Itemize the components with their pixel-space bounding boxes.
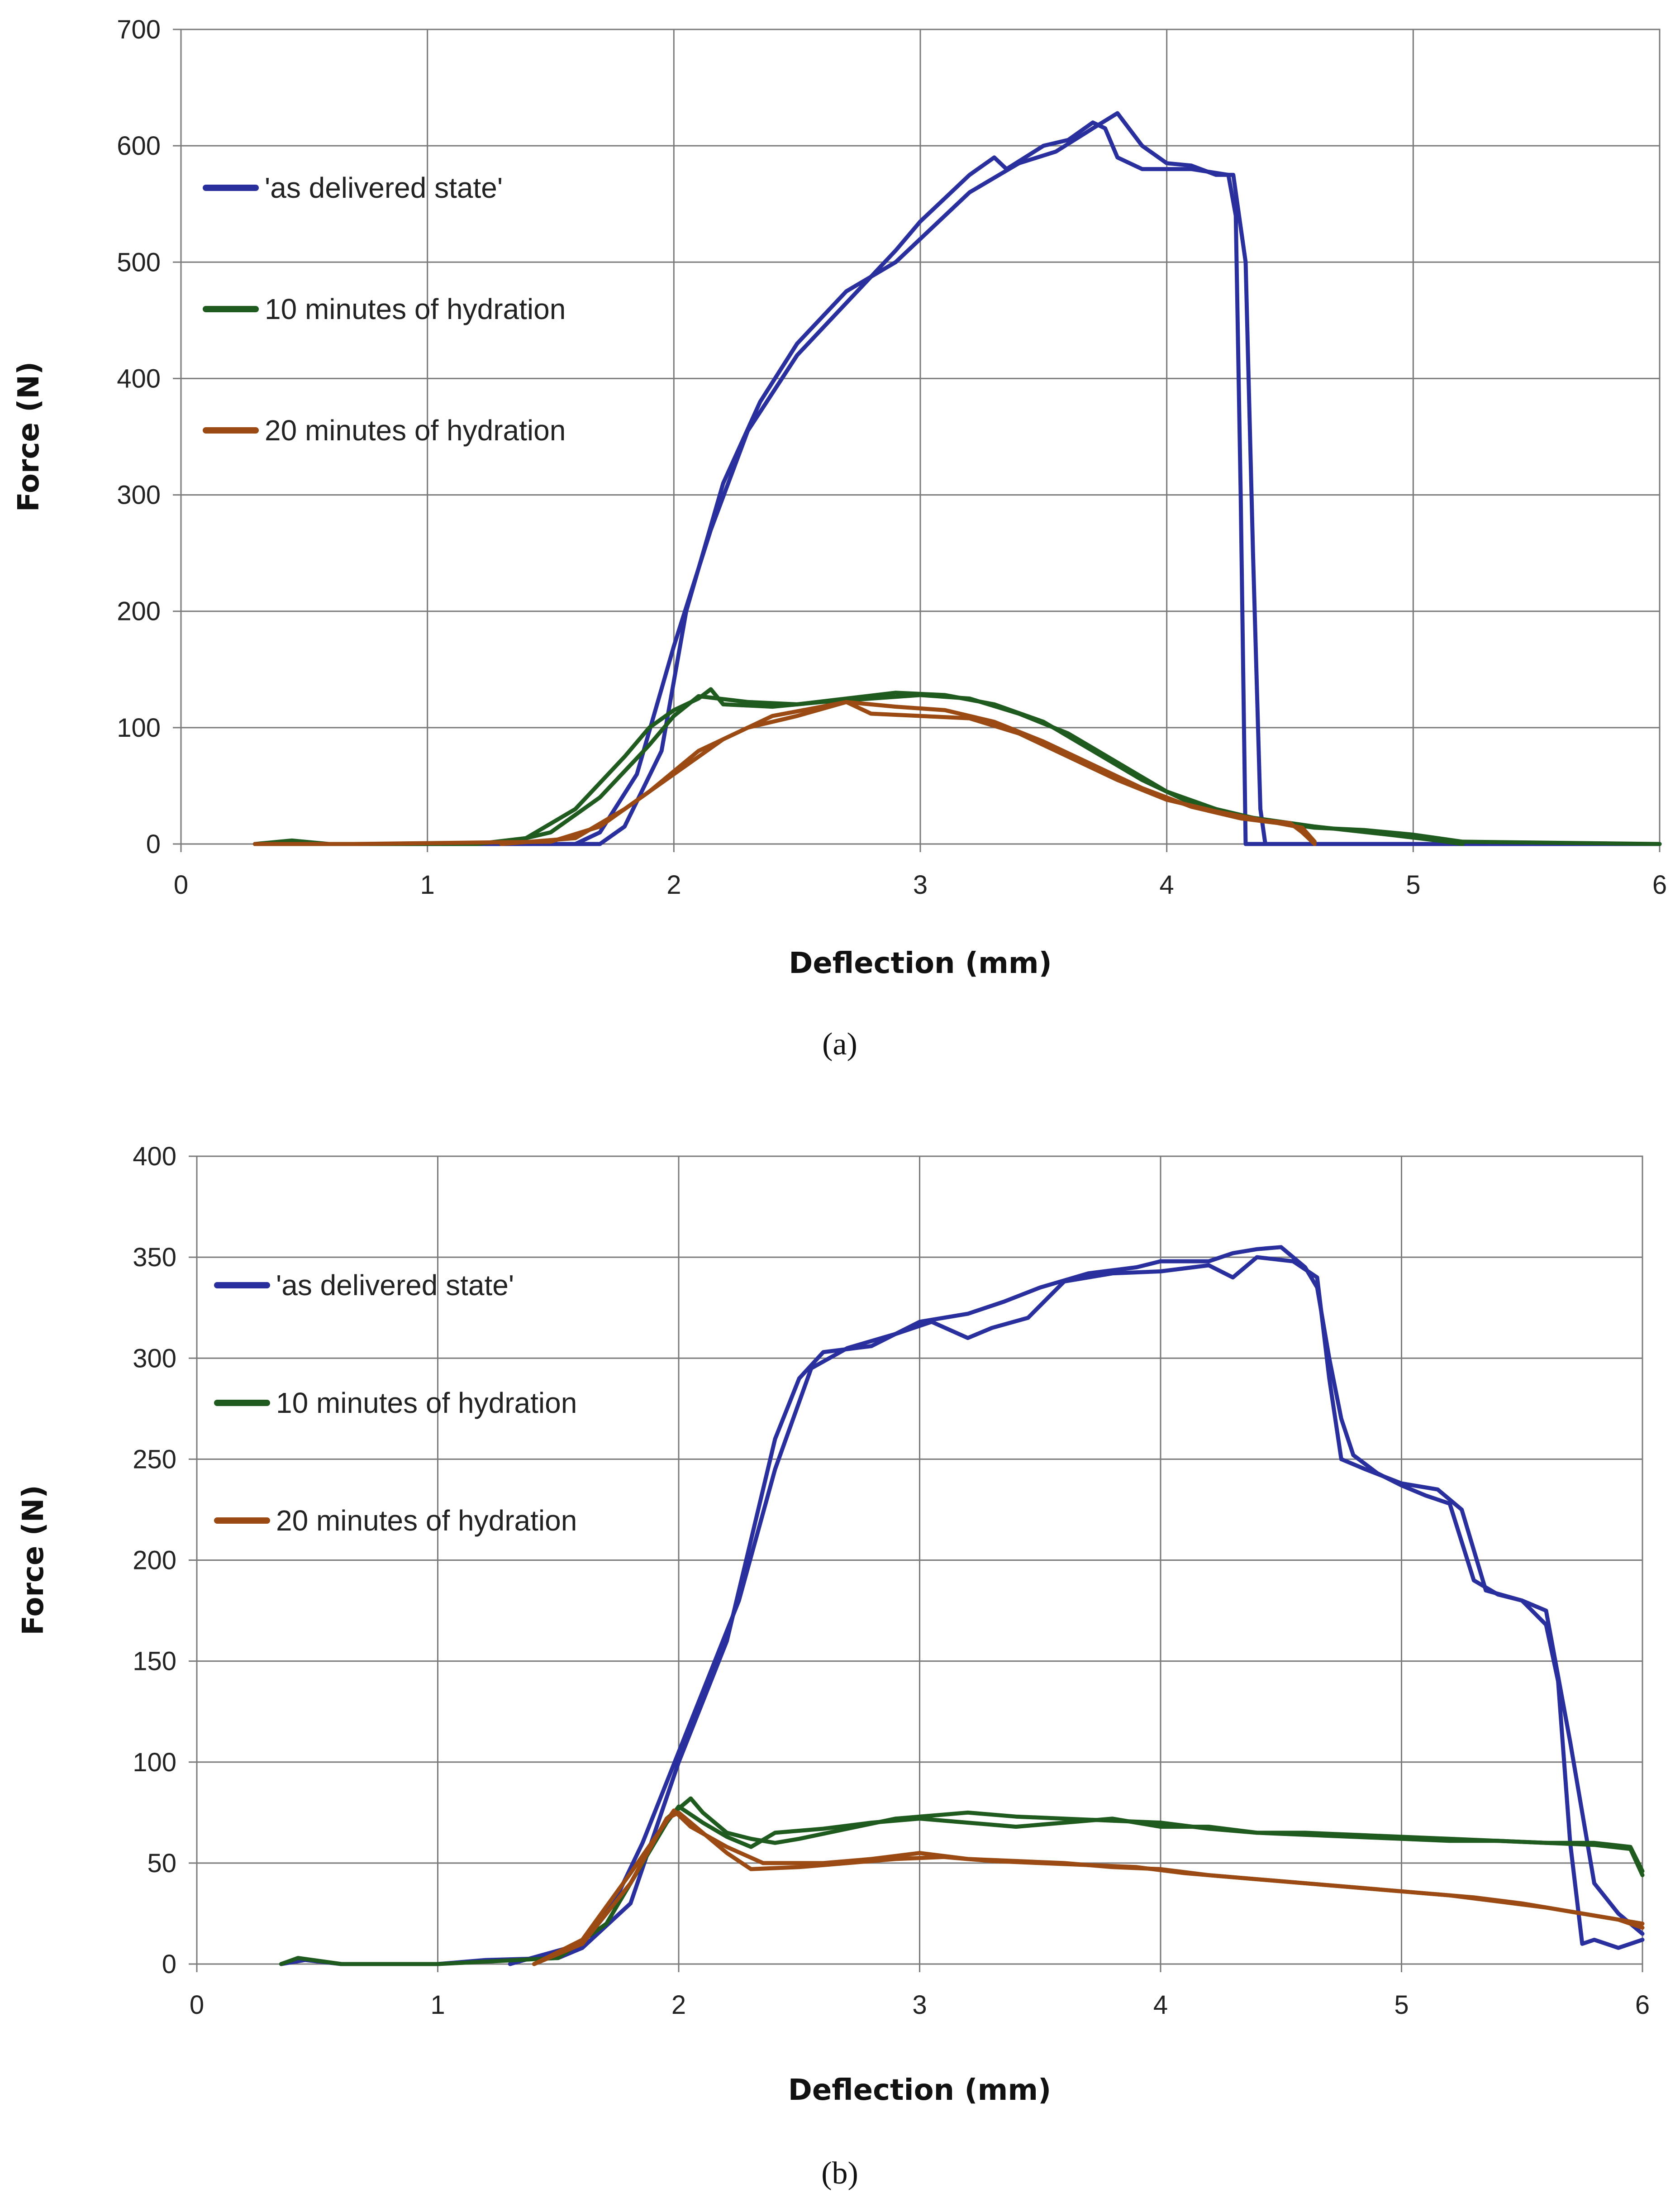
chart-b: 0 1 2 3 4 5 6 0 50 100 150 200 250 300 350 400 Deflectio… bbox=[17, 1142, 1650, 2191]
series-line bbox=[252, 120, 1662, 846]
x-tick-label: 4 bbox=[1153, 1990, 1168, 2020]
y-tick-label: 50 bbox=[147, 1849, 176, 1878]
x-tick-label: 6 bbox=[1652, 870, 1667, 900]
y-tick-label: 150 bbox=[133, 1647, 176, 1676]
series-line bbox=[252, 111, 1662, 846]
series-line bbox=[499, 700, 1317, 846]
x-tick-label: 2 bbox=[666, 870, 681, 900]
y-tick-label: 300 bbox=[133, 1344, 176, 1373]
x-tick-label: 6 bbox=[1635, 1990, 1650, 2020]
legend-label: 10 minutes of hydration bbox=[276, 1387, 577, 1419]
x-tick-label: 0 bbox=[174, 870, 188, 900]
y-tick-label: 0 bbox=[162, 1950, 176, 1979]
x-tick-label: 4 bbox=[1160, 870, 1174, 900]
y-axis-title: Force (N) bbox=[17, 1485, 50, 1635]
figure-caption: (b) bbox=[821, 2156, 858, 2191]
series-line bbox=[252, 700, 1317, 846]
x-axis-title: Deflection (mm) bbox=[788, 2074, 1052, 2107]
y-tick-label: 600 bbox=[117, 131, 161, 161]
legend-label: 'as delivered state' bbox=[276, 1269, 514, 1302]
legend-label: 20 minutes of hydration bbox=[265, 414, 566, 447]
x-tick-label: 1 bbox=[430, 1990, 445, 2020]
series-line bbox=[508, 1255, 1645, 1966]
figure-caption: (a) bbox=[822, 1027, 857, 1062]
x-tick-label: 3 bbox=[912, 1990, 927, 2020]
y-tick-label: 300 bbox=[117, 481, 161, 510]
series-line bbox=[532, 1808, 1645, 1966]
y-tick-label: 350 bbox=[133, 1243, 176, 1272]
y-tick-label: 200 bbox=[117, 597, 161, 626]
legend-label: 20 minutes of hydration bbox=[276, 1504, 577, 1537]
series-line bbox=[499, 691, 1465, 846]
chart-a: 0 1 2 3 4 5 6 0 100 200 300 400 500 600 700 Deflection … bbox=[12, 15, 1667, 1062]
x-tick-label: 3 bbox=[913, 870, 928, 900]
y-tick-label: 0 bbox=[146, 830, 161, 859]
x-tick-label: 2 bbox=[671, 1990, 686, 2020]
y-tick-label: 500 bbox=[117, 248, 161, 277]
x-tick-label: 5 bbox=[1406, 870, 1420, 900]
y-tick-label: 200 bbox=[133, 1546, 176, 1575]
y-tick-label: 100 bbox=[117, 713, 161, 743]
y-tick-label: 400 bbox=[133, 1142, 176, 1171]
x-tick-label: 1 bbox=[420, 870, 435, 900]
x-axis-title: Deflection (mm) bbox=[789, 947, 1052, 980]
legend-label: 10 minutes of hydration bbox=[265, 293, 566, 325]
series-line bbox=[532, 1810, 1645, 1966]
x-tick-label: 0 bbox=[190, 1990, 204, 2020]
y-tick-label: 700 bbox=[117, 15, 161, 44]
series-line bbox=[532, 1804, 1645, 1966]
x-tick-label: 5 bbox=[1394, 1990, 1409, 2020]
y-tick-label: 400 bbox=[117, 364, 161, 393]
legend-label: 'as delivered state' bbox=[265, 172, 503, 204]
y-tick-label: 250 bbox=[133, 1445, 176, 1474]
y-tick-label: 100 bbox=[133, 1748, 176, 1777]
y-axis-title: Force (N) bbox=[12, 362, 46, 512]
